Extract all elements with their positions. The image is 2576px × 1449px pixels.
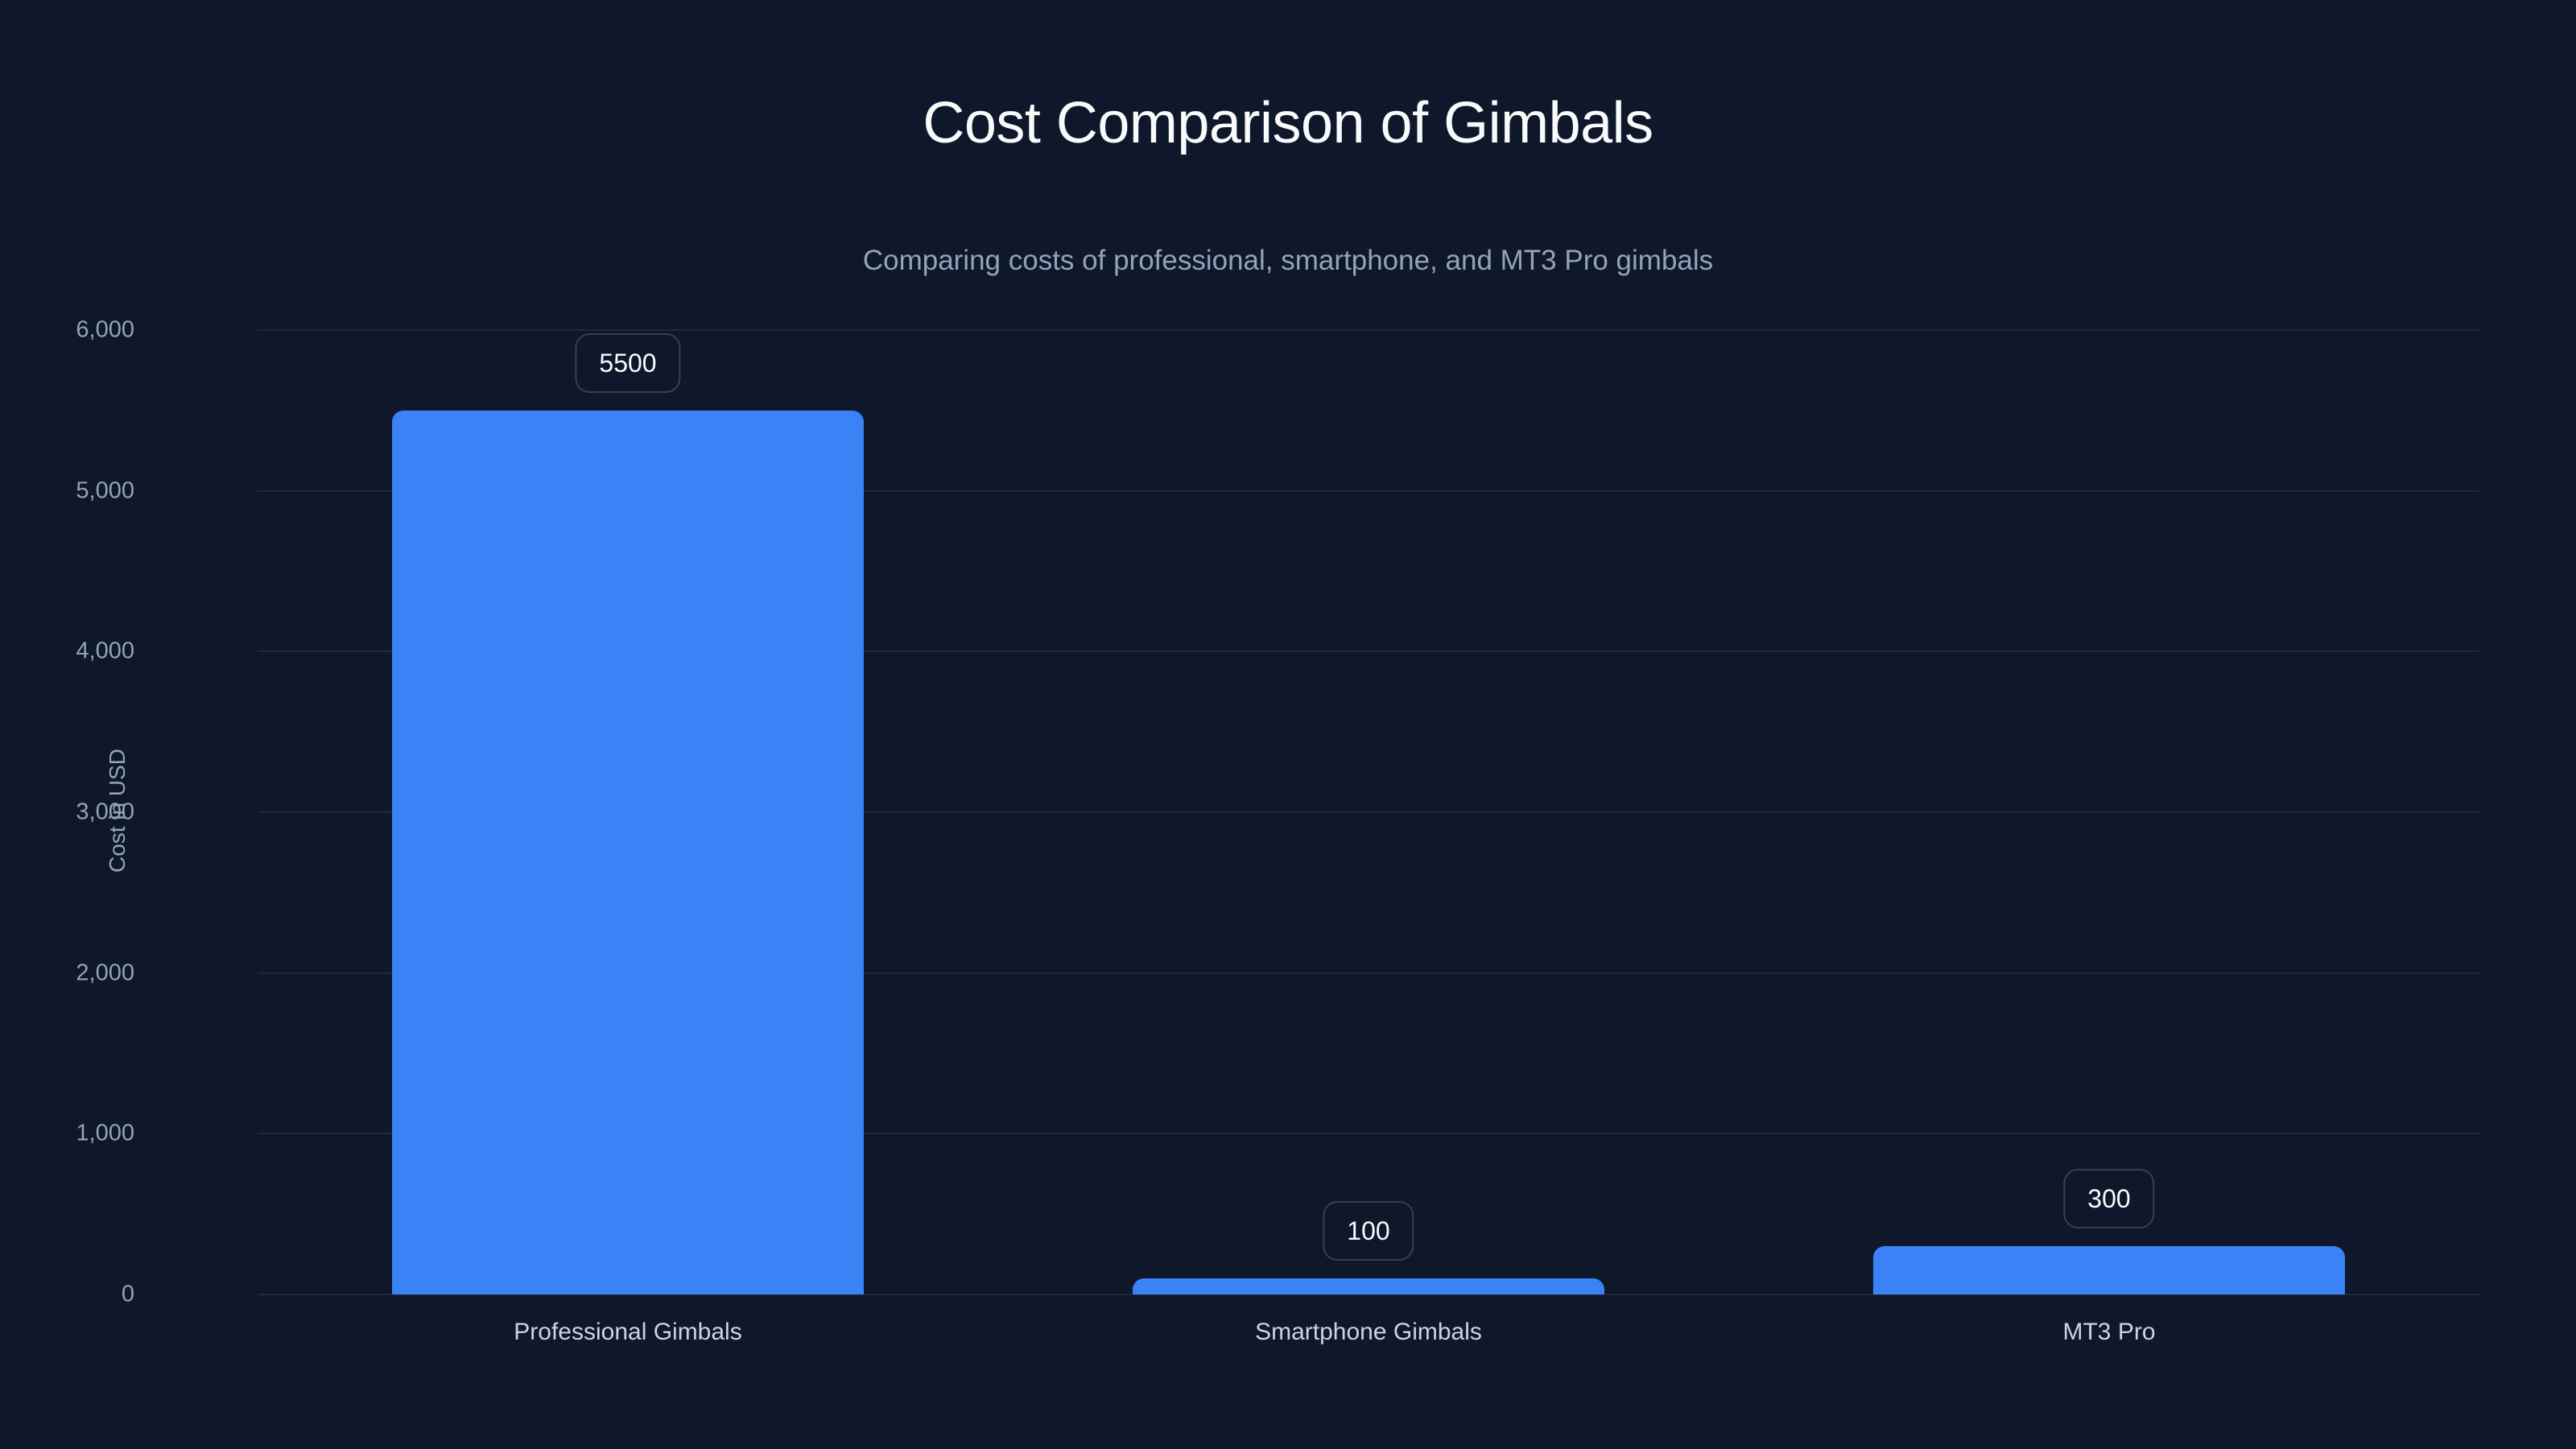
gridline (258, 1133, 2479, 1135)
y-tick-label: 1,000 (76, 1120, 134, 1146)
x-tick-label: Professional Gimbals (514, 1319, 742, 1345)
plot-area: 0 1,000 2,000 3,000 4,000 5,000 6,000 5500 Profe… (76, 317, 2479, 1345)
y-tick-label: 5,000 (76, 477, 134, 504)
gridline (258, 329, 2479, 331)
y-tick-label: 0 (121, 1281, 134, 1307)
data-label-badge: 100 (1323, 1201, 1414, 1261)
x-tick-label: Smartphone Gimbals (1255, 1319, 1482, 1345)
y-tick-label: 6,000 (76, 316, 134, 343)
data-label-badge: 300 (2063, 1169, 2155, 1229)
data-label-badge: 5500 (575, 332, 681, 393)
gridline (258, 1294, 2479, 1295)
bar[interactable] (1133, 1278, 1604, 1294)
bar[interactable] (1873, 1246, 2345, 1294)
y-tick-label: 2,000 (76, 960, 134, 986)
y-tick-label: 4,000 (76, 638, 134, 664)
chart-subtitle: Comparing costs of professional, smartph… (862, 245, 1714, 276)
y-tick-label: 3,000 (76, 799, 134, 825)
gridline (258, 489, 2479, 492)
gridline (258, 650, 2479, 653)
gridline (258, 972, 2479, 974)
chart-title: Cost Comparison of Gimbals (923, 91, 1653, 155)
gridline (258, 811, 2479, 813)
x-tick-label: MT3 Pro (2062, 1319, 2156, 1345)
bar[interactable] (392, 410, 864, 1294)
